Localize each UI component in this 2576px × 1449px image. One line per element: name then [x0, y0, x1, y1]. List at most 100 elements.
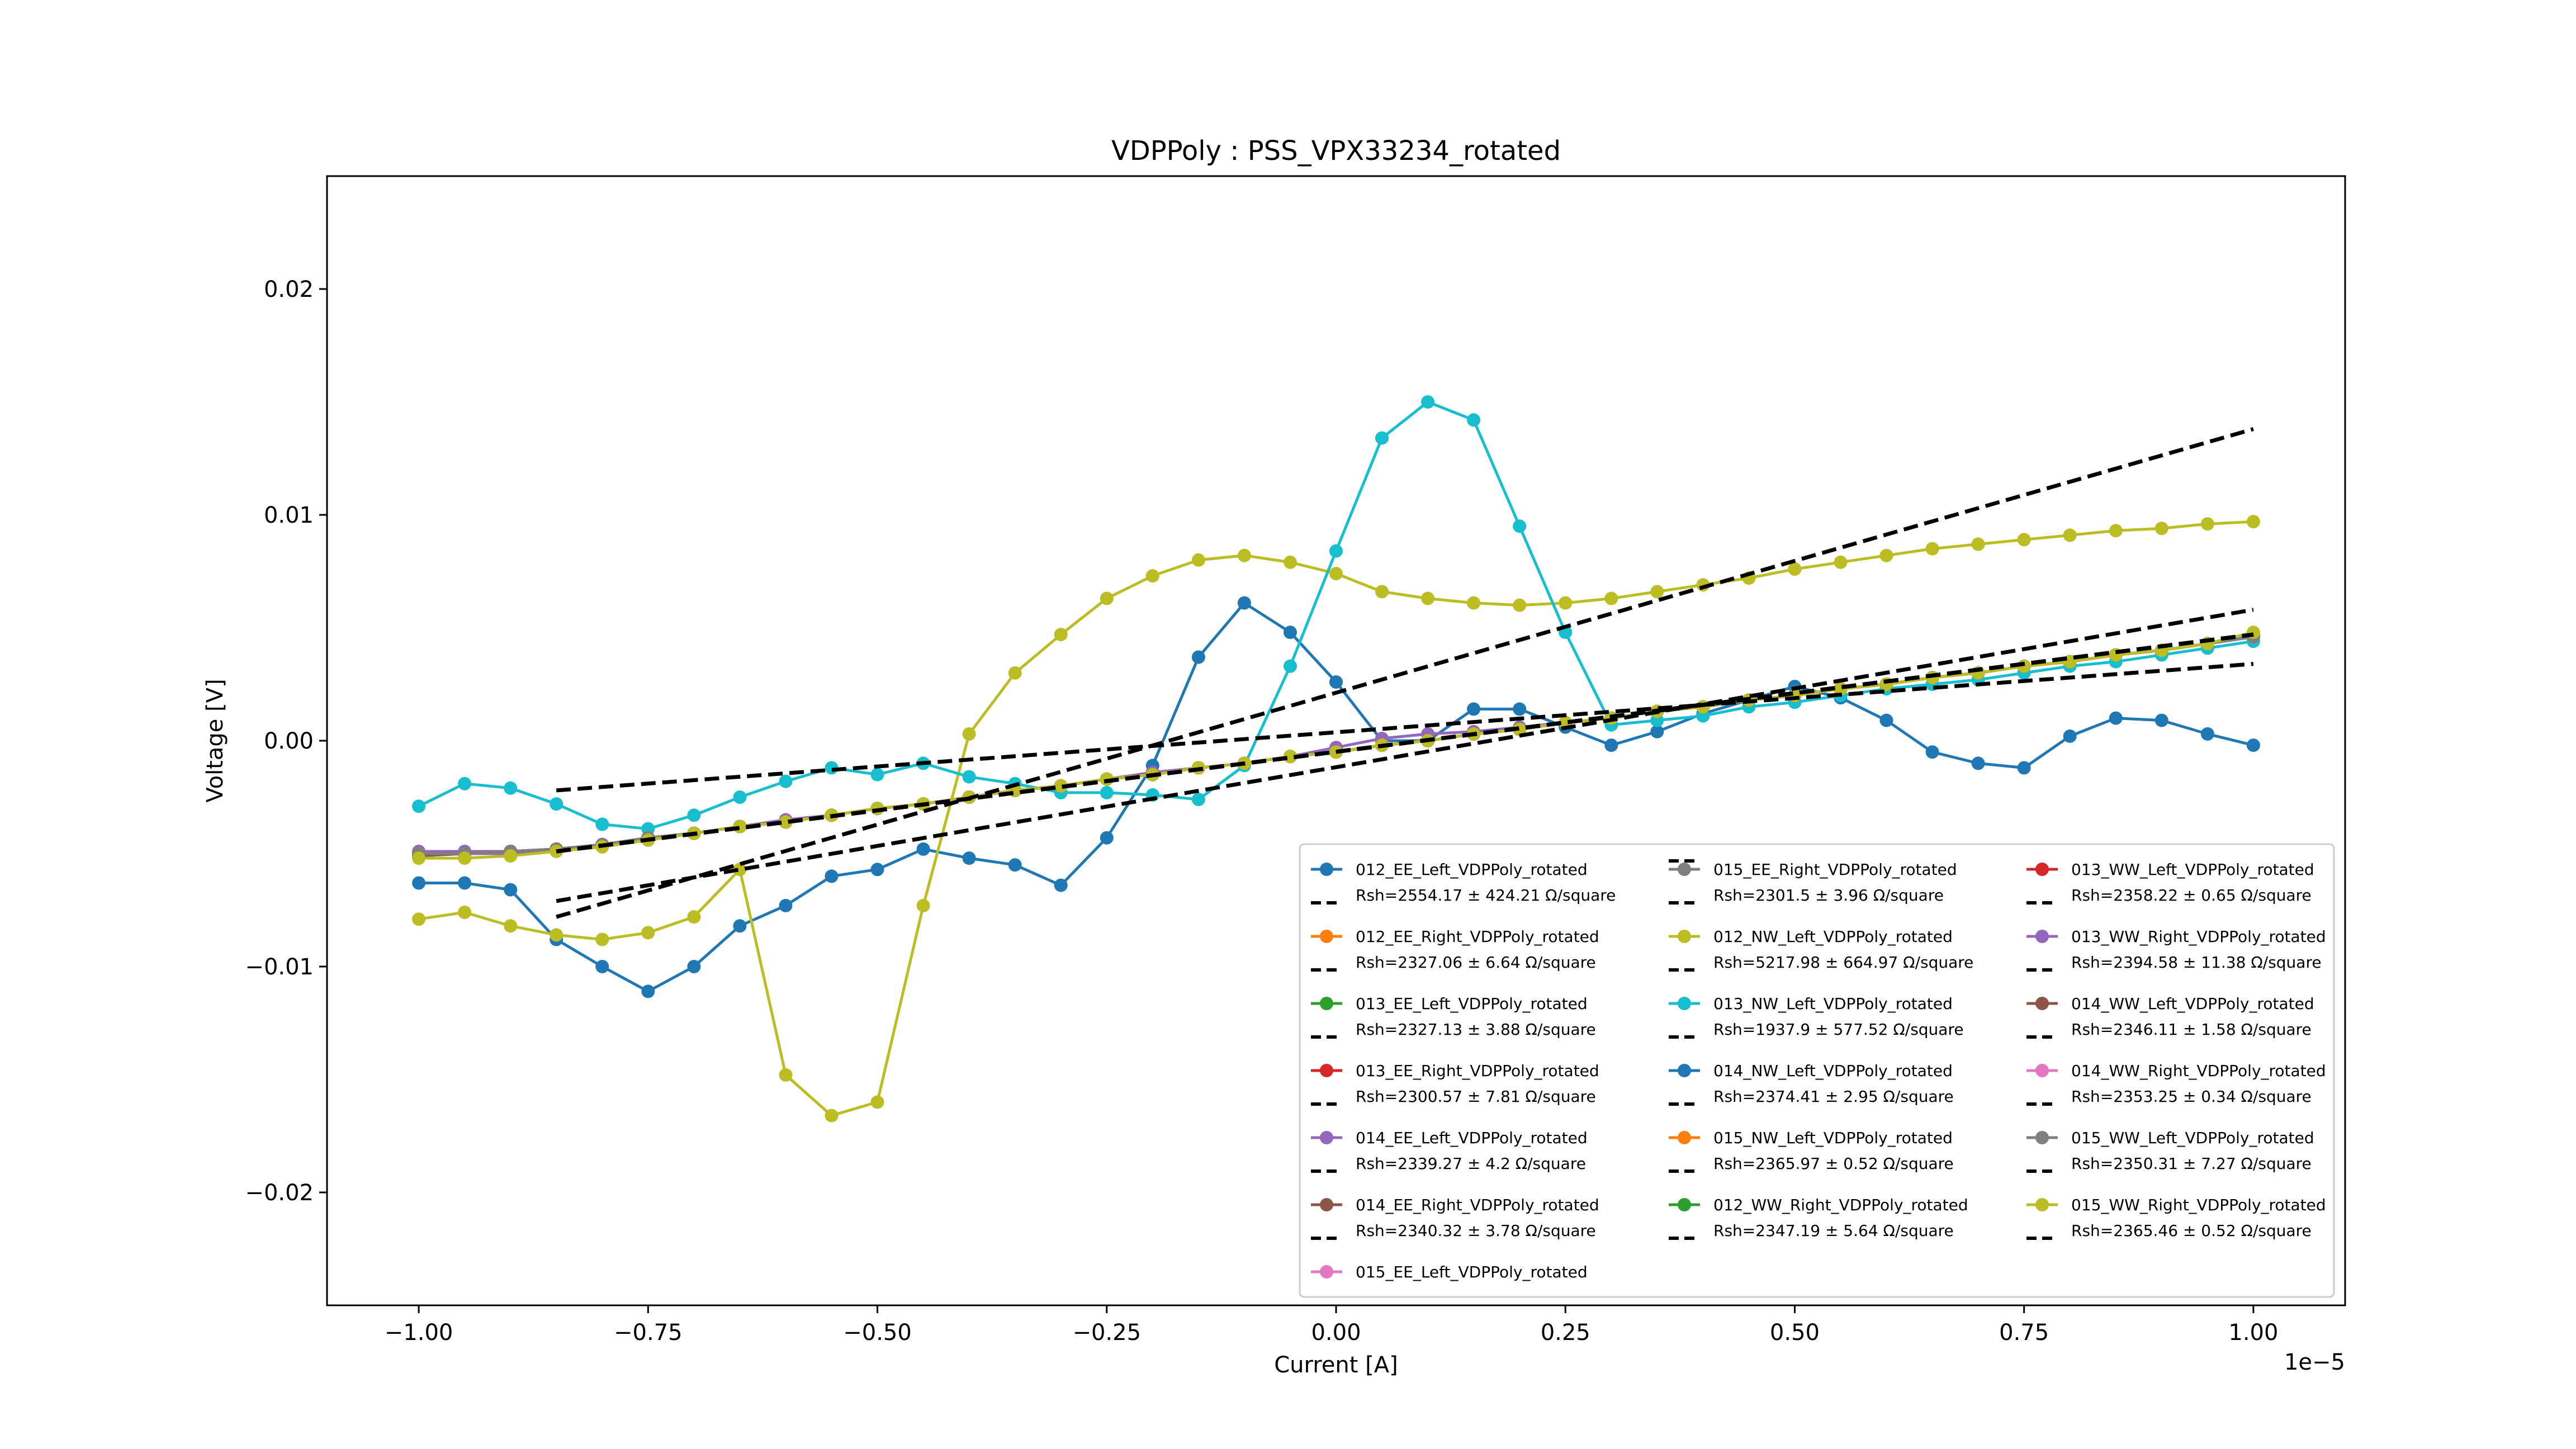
data-point: [1100, 831, 1114, 845]
data-point: [2017, 761, 2031, 775]
legend-series-marker: [1678, 863, 1691, 876]
legend-series-marker: [1320, 1198, 1333, 1211]
data-point: [1925, 542, 1939, 556]
data-point: [1467, 702, 1481, 716]
data-point: [1284, 555, 1297, 569]
legend-series-marker: [1320, 1265, 1333, 1278]
x-tick-label: −0.75: [614, 1320, 683, 1346]
legend-series-label: 012_EE_Right_VDPPoly_rotated: [1356, 927, 1599, 946]
data-point: [458, 851, 472, 865]
data-point: [1054, 878, 1068, 892]
data-point: [962, 770, 976, 784]
data-point: [779, 1068, 793, 1082]
data-point: [2200, 517, 2214, 531]
data-point: [1054, 628, 1068, 642]
legend-series-label: 015_WW_Right_VDPPoly_rotated: [2071, 1196, 2326, 1214]
x-tick-label: 0.00: [1311, 1320, 1361, 1346]
legend-fit-label: Rsh=2353.25 ± 0.34 Ω/square: [2071, 1087, 2312, 1106]
data-point: [962, 851, 976, 865]
y-axis-label: Voltage [V]: [202, 679, 228, 802]
legend-series-marker: [1320, 863, 1333, 876]
data-point: [1467, 413, 1481, 427]
data-point: [504, 781, 518, 795]
data-point: [1834, 555, 1848, 569]
data-point: [1421, 395, 1435, 409]
legend-series-marker: [1678, 1131, 1691, 1144]
data-point: [733, 919, 747, 933]
x-axis-label: Current [A]: [1274, 1352, 1398, 1378]
legend-series-label: 014_WW_Left_VDPPoly_rotated: [2071, 995, 2314, 1013]
series-012_NW_Left_VDPPoly_rotated: [412, 515, 2260, 1123]
data-point: [825, 869, 839, 883]
data-point: [595, 817, 609, 831]
legend-series-label: 014_EE_Right_VDPPoly_rotated: [1356, 1196, 1599, 1214]
legend-series-label: 013_WW_Right_VDPPoly_rotated: [2071, 927, 2326, 946]
legend-series-marker: [2035, 1064, 2049, 1077]
legend-series-marker: [1320, 1131, 1333, 1144]
data-point: [1650, 585, 1664, 599]
legend-fit-label: Rsh=2347.19 ± 5.64 Ω/square: [1713, 1221, 1954, 1240]
legend-fit-label: Rsh=2350.31 ± 7.27 Ω/square: [2071, 1154, 2312, 1173]
data-point: [1375, 431, 1389, 445]
data-point: [779, 815, 793, 829]
y-tick-label: 0.01: [264, 503, 314, 528]
data-point: [1513, 702, 1527, 716]
legend-fit-label: Rsh=2554.17 ± 424.21 Ω/square: [1356, 886, 1616, 905]
data-point: [412, 799, 426, 813]
legend-series-label: 014_WW_Right_VDPPoly_rotated: [2071, 1062, 2326, 1080]
y-tick-label: −0.02: [245, 1180, 314, 1206]
fit-line: [556, 632, 2254, 854]
legend-series-label: 012_EE_Left_VDPPoly_rotated: [1356, 860, 1588, 879]
y-axis: −0.02 −0.01 0.00 0.01 0.02: [245, 277, 327, 1206]
legend-series-marker: [2035, 930, 2049, 943]
data-point: [504, 919, 518, 933]
data-point: [687, 910, 701, 924]
legend-series-label: 013_EE_Right_VDPPoly_rotated: [1356, 1062, 1599, 1080]
data-point: [504, 883, 518, 897]
legend-fit-label: Rsh=2301.5 ± 3.96 Ω/square: [1713, 886, 1944, 905]
data-point: [1879, 713, 1893, 727]
data-point: [1329, 544, 1343, 558]
data-point: [1100, 785, 1114, 799]
legend-fit-label: Rsh=2394.58 ± 11.38 Ω/square: [2071, 953, 2322, 972]
x-tick-label: 1.00: [2228, 1320, 2278, 1346]
legend-fit-label: Rsh=2358.22 ± 0.65 Ω/square: [2071, 886, 2312, 905]
data-point: [641, 984, 655, 998]
data-point: [1971, 756, 1985, 770]
legend-series-marker: [2035, 863, 2049, 876]
data-point: [2154, 522, 2168, 536]
legend-series-label: 015_EE_Right_VDPPoly_rotated: [1713, 860, 1957, 879]
data-point: [1604, 738, 1618, 752]
data-point: [1604, 591, 1618, 605]
data-point: [1925, 745, 1939, 759]
data-point: [412, 876, 426, 890]
legend-series-label: 012_NW_Left_VDPPoly_rotated: [1713, 927, 1953, 946]
legend-series-marker: [1320, 930, 1333, 943]
x-tick-label: −0.25: [1072, 1320, 1141, 1346]
data-point: [2246, 515, 2260, 529]
data-point: [1788, 562, 1802, 576]
legend-box: [1299, 843, 2335, 1298]
legend-series-label: 015_NW_Left_VDPPoly_rotated: [1713, 1129, 1953, 1147]
x-tick-label: −1.00: [385, 1320, 453, 1346]
legend-items: 012_EE_Left_VDPPoly_rotated Rsh=2554.17 ±…: [1311, 859, 2326, 1281]
y-tick-label: −0.01: [245, 954, 314, 980]
data-point: [1284, 659, 1297, 673]
x-tick-label: 0.25: [1541, 1320, 1590, 1346]
legend-fit-label: Rsh=2346.11 ± 1.58 Ω/square: [2071, 1020, 2312, 1039]
y-tick-label: 0.02: [264, 277, 314, 302]
data-point: [458, 906, 472, 919]
series-012_EE_Left_VDPPoly_rotated: [412, 596, 2260, 998]
data-point: [779, 774, 793, 788]
data-point: [1513, 598, 1527, 612]
x-axis: −1.00 −0.75 −0.50 −0.25 0.00 0.25 0.50 0.75 1.00: [385, 1305, 2278, 1346]
data-point: [595, 932, 609, 946]
x-tick-label: 0.75: [1999, 1320, 2049, 1346]
legend-series-marker: [1678, 997, 1691, 1010]
data-point: [2109, 711, 2123, 725]
legend-fit-label: Rsh=2340.32 ± 3.78 Ω/square: [1356, 1221, 1596, 1240]
data-point: [2017, 533, 2031, 547]
data-point: [916, 898, 930, 912]
x-axis-offset-label: 1e−5: [2284, 1349, 2345, 1375]
